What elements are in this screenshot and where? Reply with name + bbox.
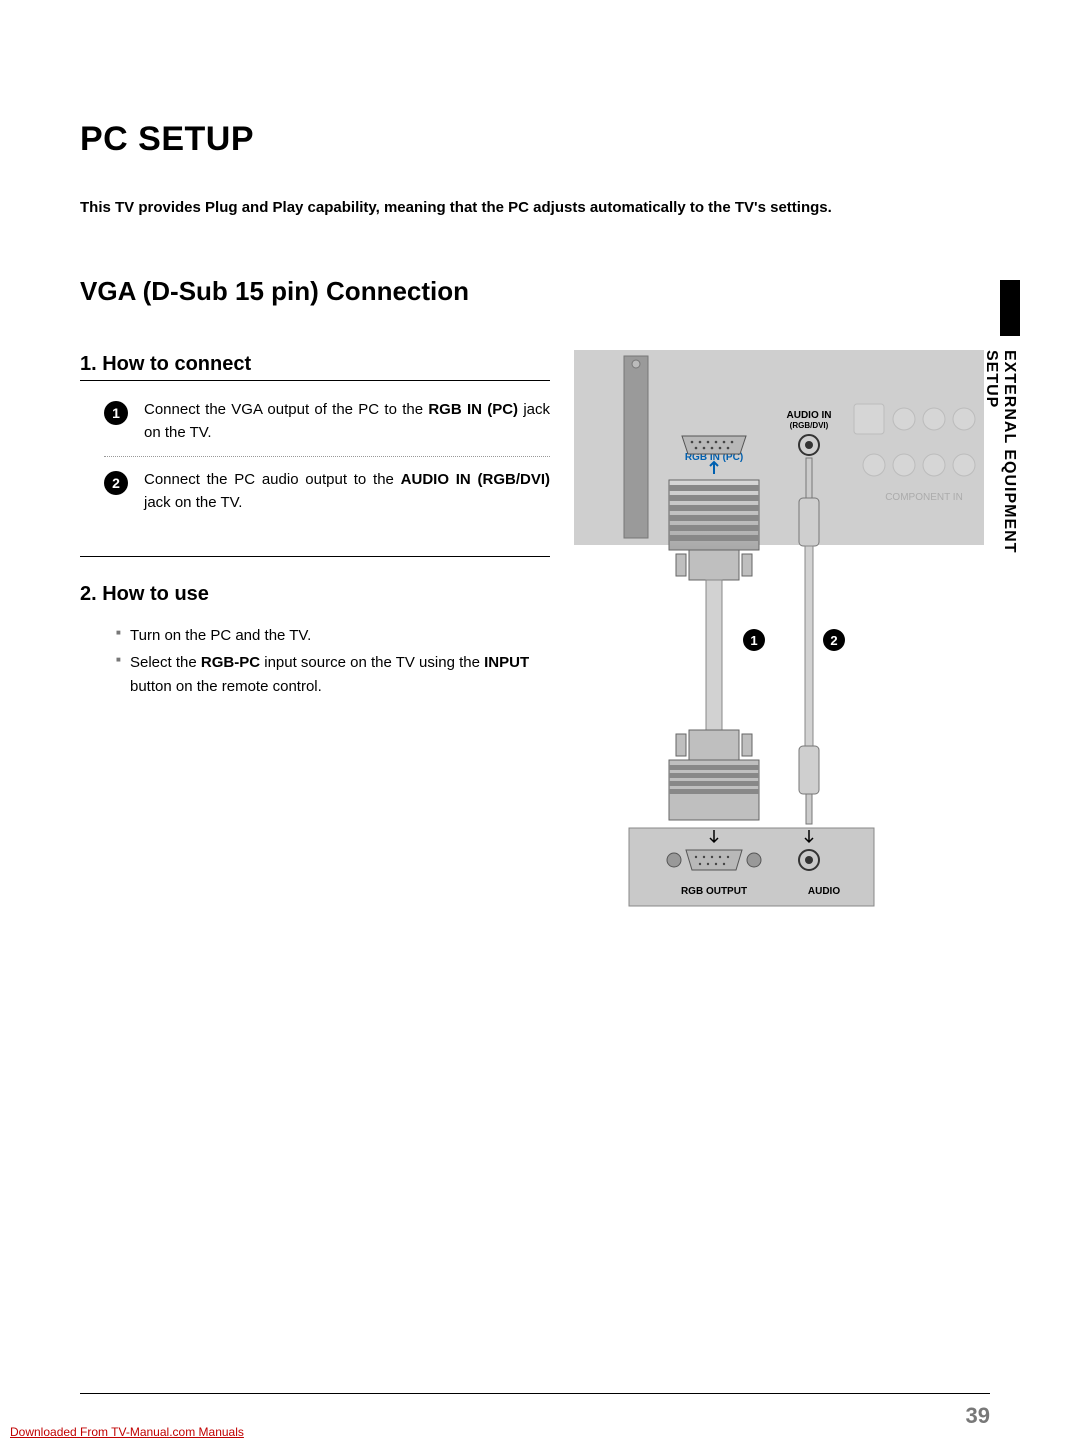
pc-audio-label: AUDIO: [808, 886, 840, 897]
section-heading: VGA (D-Sub 15 pin) Connection: [80, 276, 990, 307]
side-tab-label: EXTERNAL EQUIPMENT SETUP: [982, 350, 1018, 590]
use-list: Turn on the PC and the TV. Select the RG…: [116, 624, 546, 698]
step-text: Connect the PC audio output to the AUDIO…: [144, 469, 550, 514]
step-badge: 2: [104, 471, 128, 495]
step-text: Connect the VGA output of the PC to the …: [144, 399, 550, 444]
component-label: COMPONENT IN: [885, 492, 963, 503]
step-badge: 1: [104, 401, 128, 425]
connect-steps: 1 Connect the VGA output of the PC to th…: [80, 387, 550, 526]
connection-diagram: AUDIO IN (RGB/DVI) RGB IN (PC) COMPONENT…: [574, 350, 984, 910]
audio-in-sublabel: (RGB/DVI): [790, 421, 829, 430]
divider: [80, 556, 550, 557]
connect-heading: 1. How to connect: [80, 353, 550, 381]
connect-step: 1 Connect the VGA output of the PC to th…: [104, 387, 550, 456]
vga-port-icon: [682, 436, 746, 454]
side-tab: EXTERNAL EQUIPMENT SETUP: [992, 280, 1020, 590]
page-number: 39: [966, 1403, 990, 1429]
audio-cable: [799, 458, 819, 824]
side-tab-block: [1000, 280, 1020, 336]
cable-marker: 2: [830, 633, 837, 648]
list-item: Select the RGB-PC input source on the TV…: [116, 651, 546, 698]
list-item: Turn on the PC and the TV.: [116, 624, 546, 647]
source-link[interactable]: Downloaded From TV-Manual.com Manuals: [10, 1425, 244, 1439]
intro-text: This TV provides Plug and Play capabilit…: [80, 199, 990, 216]
page-title: PC SETUP: [80, 120, 990, 159]
connect-step: 2 Connect the PC audio output to the AUD…: [104, 456, 550, 526]
audio-in-label: AUDIO IN: [787, 410, 832, 421]
footer-rule: [80, 1393, 990, 1394]
use-heading: 2. How to use: [80, 583, 550, 610]
cable-marker: 1: [750, 633, 757, 648]
rgb-output-label: RGB OUTPUT: [681, 886, 747, 897]
vga-cable: [669, 480, 759, 820]
footer: 39 Downloaded From TV-Manual.com Manuals: [10, 1393, 990, 1394]
